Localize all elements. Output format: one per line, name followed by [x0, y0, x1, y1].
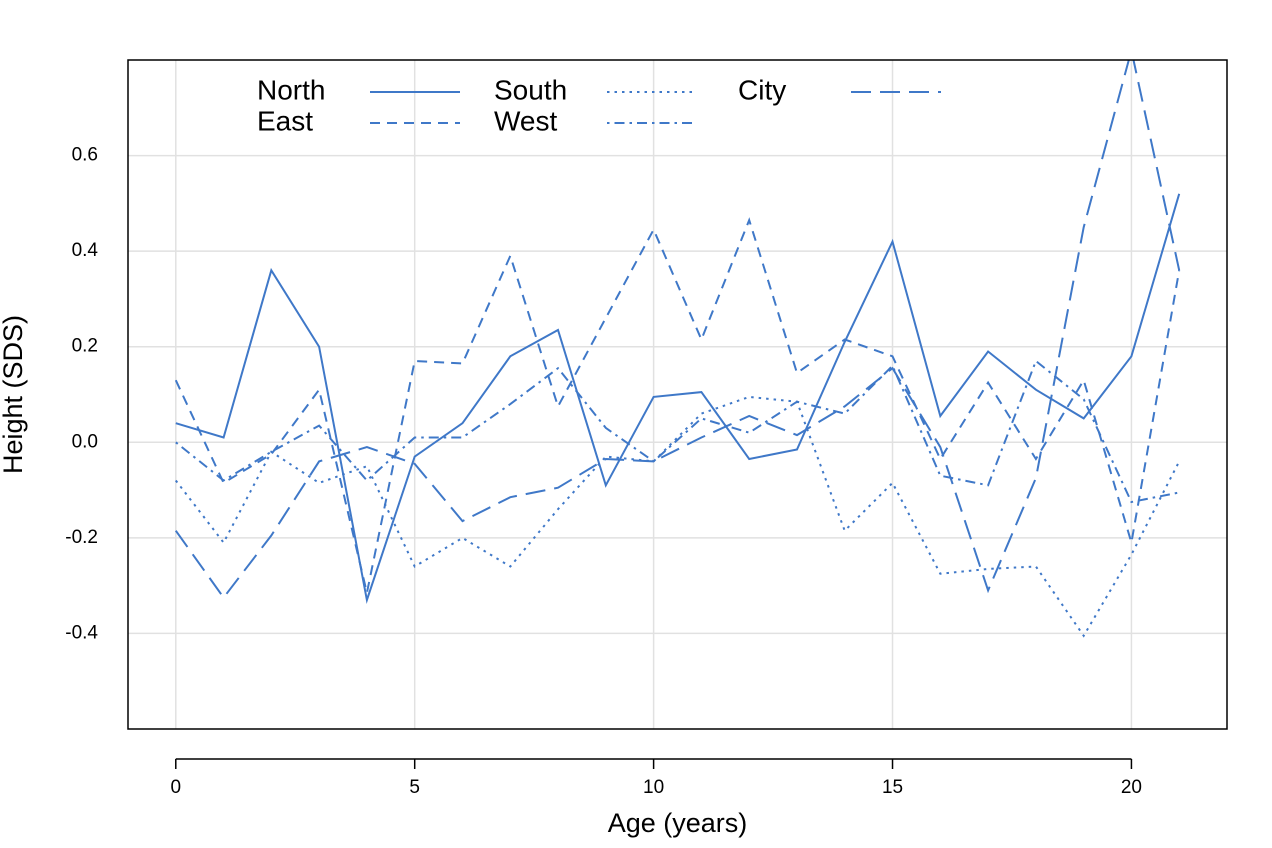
y-tick-label: 0.0	[72, 431, 98, 452]
y-tick-label: -0.2	[65, 527, 98, 548]
y-tick-label: 0.4	[72, 240, 99, 261]
x-tick-label: 0	[170, 777, 181, 798]
series-line-west	[175, 359, 1180, 504]
x-tick-label: 20	[1121, 777, 1142, 798]
legend-label-north: North	[257, 74, 325, 105]
legend-label-west: West	[494, 105, 557, 136]
series-line-east	[174, 217, 1181, 594]
plot-frame	[127, 59, 1228, 730]
x-axis-title: Age (years)	[608, 808, 748, 838]
x-tick-label: 5	[409, 777, 420, 798]
series-line-south	[175, 395, 1181, 638]
x-tick-label: 15	[882, 777, 903, 798]
y-axis-title: Height (SDS)	[0, 315, 28, 474]
y-tick-label: -0.4	[65, 622, 98, 643]
series-lines	[174, 60, 1181, 638]
y-axis: -0.4 -0.2 0.0 0.2 0.4 0.6	[65, 145, 98, 644]
y-tick-label: 0.2	[72, 336, 98, 357]
y-tick-label: 0.6	[72, 145, 98, 166]
grid	[128, 60, 1227, 729]
legend-label-city: City	[738, 74, 786, 105]
series-line-north	[175, 193, 1181, 604]
legend-label-east: East	[257, 105, 313, 136]
x-tick-label: 10	[643, 777, 664, 798]
series-line-city	[174, 60, 1181, 600]
x-axis: 0 5 10 15 20	[170, 758, 1142, 798]
legend-label-south: South	[494, 74, 567, 105]
